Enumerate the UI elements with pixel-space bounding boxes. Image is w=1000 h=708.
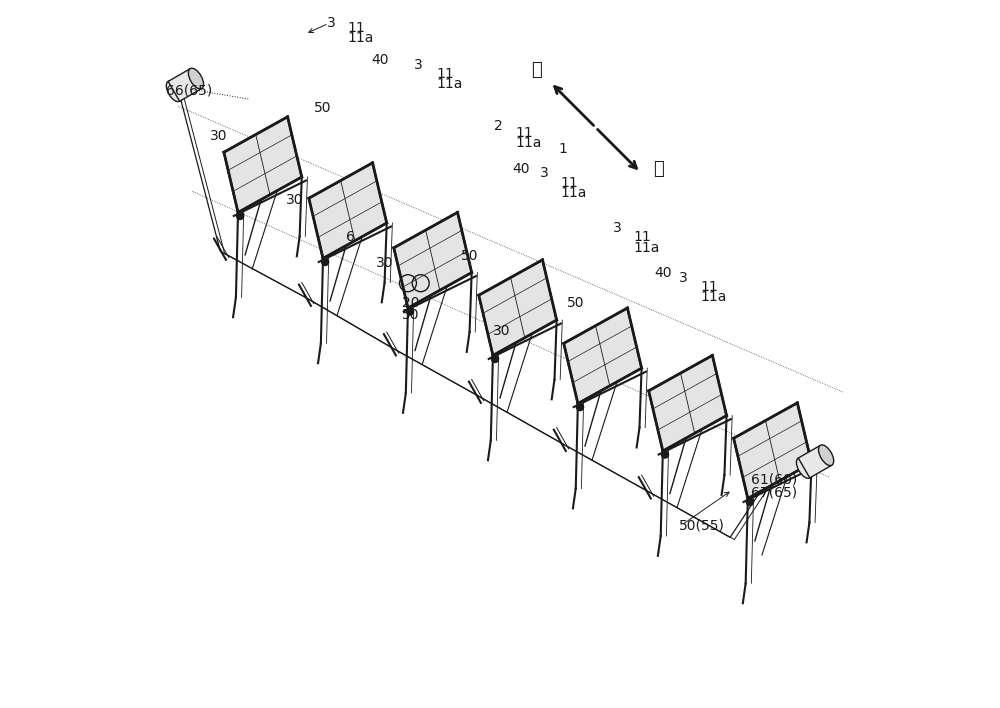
Text: 11a: 11a [516, 136, 542, 150]
Polygon shape [168, 69, 202, 101]
Circle shape [322, 258, 329, 266]
Text: 西: 西 [531, 61, 542, 79]
Text: 50: 50 [461, 249, 479, 263]
Circle shape [237, 212, 244, 219]
Text: 30: 30 [286, 193, 304, 207]
Text: 67(65): 67(65) [751, 485, 797, 499]
Text: 40: 40 [654, 266, 672, 280]
Text: 3: 3 [327, 16, 335, 30]
Polygon shape [309, 163, 387, 258]
Polygon shape [394, 212, 472, 308]
Polygon shape [734, 403, 812, 498]
Text: 11: 11 [633, 230, 651, 244]
Text: 11: 11 [516, 126, 533, 140]
Text: 东: 东 [653, 160, 664, 178]
Ellipse shape [166, 81, 181, 102]
Text: 6: 6 [346, 230, 355, 244]
Text: 11: 11 [436, 67, 454, 81]
Text: 2: 2 [494, 119, 503, 133]
Text: 11a: 11a [633, 241, 659, 255]
Polygon shape [479, 260, 557, 355]
Ellipse shape [819, 445, 834, 466]
Text: 50: 50 [314, 101, 331, 115]
Text: 11: 11 [348, 21, 366, 35]
Text: 50(55): 50(55) [679, 518, 725, 532]
Text: 11a: 11a [348, 30, 374, 45]
Circle shape [407, 308, 414, 315]
Text: 11: 11 [560, 176, 578, 190]
Circle shape [492, 355, 499, 362]
Text: 40: 40 [371, 53, 389, 67]
Text: 66(65): 66(65) [166, 84, 212, 98]
Text: 3: 3 [540, 166, 548, 181]
Text: 50: 50 [402, 308, 420, 322]
Text: 3: 3 [613, 221, 621, 235]
Ellipse shape [796, 457, 812, 479]
Circle shape [576, 404, 584, 411]
Text: 50: 50 [567, 296, 585, 310]
Text: 61(60): 61(60) [751, 472, 798, 486]
Polygon shape [649, 355, 727, 451]
Text: 3: 3 [679, 270, 688, 285]
Text: 11a: 11a [560, 185, 587, 200]
Polygon shape [798, 445, 832, 478]
Text: 30: 30 [493, 324, 510, 338]
Ellipse shape [188, 68, 204, 89]
Text: 40: 40 [513, 161, 530, 176]
Polygon shape [564, 308, 642, 404]
Text: 11a: 11a [436, 76, 463, 91]
Circle shape [746, 498, 753, 506]
Text: 30: 30 [376, 256, 394, 270]
Circle shape [661, 451, 669, 458]
Text: 11: 11 [700, 280, 718, 294]
Text: 3: 3 [414, 58, 422, 72]
Text: 30: 30 [210, 129, 227, 143]
Text: 11a: 11a [700, 290, 727, 304]
Text: 1: 1 [559, 142, 568, 156]
Text: 20: 20 [402, 296, 420, 310]
Polygon shape [224, 117, 302, 212]
